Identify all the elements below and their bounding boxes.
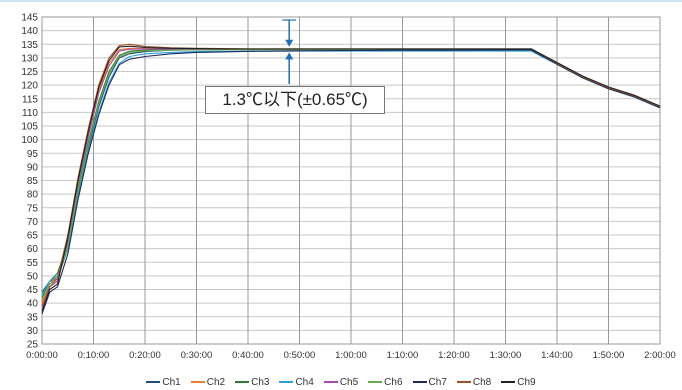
x-tick-label: 0:00:00 bbox=[26, 350, 58, 361]
y-tick-label: 65 bbox=[27, 231, 39, 242]
legend-item-ch6: Ch6 bbox=[368, 375, 403, 389]
legend-swatch bbox=[412, 381, 427, 383]
legend-swatch bbox=[323, 381, 338, 383]
legend-swatch bbox=[501, 381, 516, 383]
y-tick-label: 60 bbox=[27, 244, 39, 255]
legend-label: Ch9 bbox=[517, 376, 536, 388]
y-tick-label: 110 bbox=[22, 108, 38, 119]
x-tick-label: 1:50:00 bbox=[593, 350, 625, 361]
x-tick-label: 1:40:00 bbox=[541, 350, 573, 361]
x-tick-label: 0:40:00 bbox=[232, 350, 264, 361]
legend-item-ch4: Ch4 bbox=[279, 375, 314, 389]
legend-item-ch7: Ch7 bbox=[412, 375, 447, 389]
x-tick-label: 1:30:00 bbox=[490, 350, 522, 361]
annotation-arrow-up-head bbox=[285, 52, 294, 60]
y-tick-label: 40 bbox=[27, 299, 39, 310]
legend-item-ch2: Ch2 bbox=[190, 375, 226, 389]
y-tick-label: 90 bbox=[27, 162, 39, 173]
legend-label: Ch8 bbox=[472, 376, 492, 388]
y-tick-label: 115 bbox=[22, 94, 38, 105]
legend-item-ch8: Ch8 bbox=[456, 375, 492, 389]
plot-frame bbox=[41, 16, 661, 345]
legend: Ch1 Ch2 Ch3 Ch4 Ch5 Ch6 Ch7 Ch8 Ch9 bbox=[0, 375, 682, 389]
y-tick-label: 100 bbox=[21, 135, 38, 146]
line-chart: 25 30 35 40 45 50 55 60 65 70 75 80 85 90 95 100 105 110 1… bbox=[21, 13, 676, 362]
x-tick-label: 0:30:00 bbox=[181, 350, 213, 361]
y-tick-label: 120 bbox=[21, 81, 38, 92]
y-tick-label: 80 bbox=[27, 190, 39, 201]
y-tick-label: 45 bbox=[27, 285, 39, 296]
legend-item-ch3: Ch3 bbox=[235, 375, 269, 389]
top-rule bbox=[0, 0, 682, 2]
x-tick-label: 1:10:00 bbox=[387, 350, 419, 361]
legend-label: Ch5 bbox=[339, 376, 359, 388]
y-tick-label: 135 bbox=[21, 40, 38, 51]
annotation-arrow-down-head bbox=[285, 39, 294, 47]
y-tick-label: 30 bbox=[27, 326, 39, 337]
legend-label: Ch7 bbox=[428, 376, 447, 388]
legend-label: Ch2 bbox=[206, 376, 226, 388]
series-line-ch7 bbox=[41, 49, 661, 315]
legend-label: Ch3 bbox=[251, 376, 270, 388]
y-tick-label: 85 bbox=[27, 176, 39, 187]
legend-label: Ch6 bbox=[384, 376, 403, 388]
y-tick-label: 35 bbox=[27, 312, 39, 323]
legend-item-ch1: Ch1 bbox=[146, 375, 181, 389]
y-axis-ticks: 25 30 35 40 45 50 55 60 65 70 75 80 85 90 95 100 105 110 1… bbox=[21, 13, 38, 351]
series-line-ch9 bbox=[41, 45, 661, 312]
grid bbox=[41, 16, 661, 345]
legend-swatch bbox=[190, 381, 205, 383]
y-tick-label: 75 bbox=[27, 203, 39, 214]
x-tick-label: 2:00:00 bbox=[644, 350, 676, 361]
y-tick-label: 125 bbox=[21, 67, 38, 78]
legend-swatch bbox=[279, 381, 294, 383]
x-tick-label: 1:00:00 bbox=[335, 350, 367, 361]
legend-item-ch5: Ch5 bbox=[323, 375, 359, 389]
x-tick-label: 0:50:00 bbox=[284, 350, 316, 361]
x-axis-ticks: 0:00:00 0:10:00 0:20:00 0:30:00 0:40:00 0:50:… bbox=[26, 350, 676, 361]
y-tick-label: 50 bbox=[27, 271, 39, 282]
legend-item-ch9: Ch9 bbox=[501, 375, 536, 389]
y-tick-label: 70 bbox=[27, 217, 39, 228]
legend-swatch bbox=[235, 381, 250, 383]
legend-label: Ch1 bbox=[162, 376, 181, 388]
x-tick-label: 0:20:00 bbox=[129, 350, 161, 361]
legend-swatch bbox=[456, 381, 471, 383]
x-tick-label: 0:10:00 bbox=[78, 350, 110, 361]
y-tick-label: 55 bbox=[27, 258, 39, 269]
y-tick-label: 140 bbox=[21, 26, 38, 37]
y-tick-label: 130 bbox=[21, 53, 38, 64]
series-lines bbox=[41, 43, 661, 315]
legend-swatch bbox=[146, 381, 161, 383]
annotation-arrows bbox=[282, 19, 297, 84]
y-tick-label: 105 bbox=[21, 122, 38, 133]
legend-label: Ch4 bbox=[295, 376, 314, 388]
y-tick-label: 145 bbox=[21, 13, 38, 24]
y-tick-label: 95 bbox=[27, 149, 39, 160]
x-tick-label: 1:20:00 bbox=[438, 350, 470, 361]
y-tick-label: 25 bbox=[27, 340, 39, 351]
annotation-callout: 1.3℃以下(±0.65℃) bbox=[205, 86, 385, 114]
legend-swatch bbox=[368, 381, 383, 383]
